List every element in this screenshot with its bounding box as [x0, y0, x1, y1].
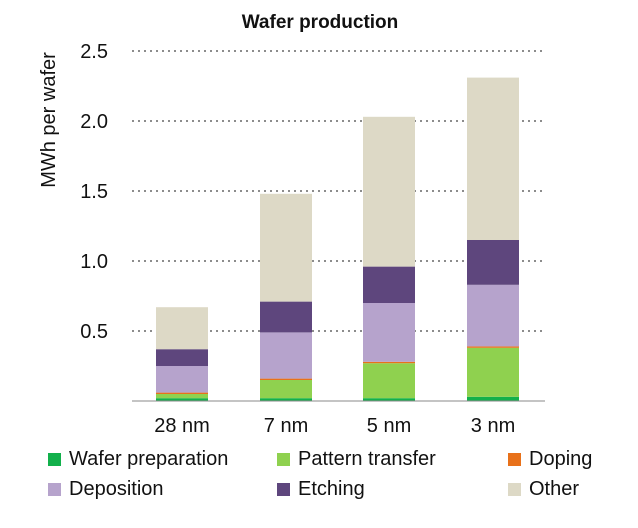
bar-segment-other [363, 116, 415, 267]
x-tick-labels: 28 nm 7 nm 5 nm 3 nm [154, 415, 515, 437]
bar-segment-wafer-preparation [156, 398, 208, 401]
legend-label: Other [529, 478, 580, 500]
bar-segment-doping [467, 346, 519, 348]
y-tick-label: 1.0 [80, 251, 108, 273]
x-tick-label: 3 nm [471, 415, 515, 437]
bar-segment-doping [363, 361, 415, 364]
legend-label: Wafer preparation [69, 448, 229, 470]
y-tick-label: 2.0 [80, 111, 108, 133]
legend-label: Doping [529, 448, 593, 470]
bar-segment-etching [467, 240, 519, 285]
bar-segment-doping [260, 378, 312, 380]
y-tick-labels: 0.5 1.0 1.5 2.0 2.5 [80, 41, 108, 343]
bar-segment-other [260, 193, 312, 302]
y-axis-label: MWh per wafer [38, 52, 60, 188]
legend-item-other: Other [508, 478, 579, 501]
legend: Wafer preparation Pattern transfer Dopin… [0, 440, 638, 520]
bar-segment-pattern-transfer [260, 380, 312, 399]
y-tick-label: 0.5 [80, 321, 108, 343]
legend-item-deposition: Deposition [48, 478, 164, 501]
bar-segment-etching [260, 301, 312, 333]
bar-segment-deposition [467, 284, 519, 347]
x-tick-label: 7 nm [264, 415, 308, 437]
legend-label: Etching [298, 478, 365, 500]
bars [156, 77, 519, 401]
legend-item-wafer-preparation: Wafer preparation [48, 448, 228, 471]
bar-segment-wafer-preparation [467, 396, 519, 401]
legend-item-doping: Doping [508, 448, 592, 471]
bar-segment-other [467, 77, 519, 240]
x-tick-label: 5 nm [367, 415, 411, 437]
bar-segment-etching [363, 266, 415, 303]
legend-swatch [508, 483, 521, 496]
bar-segment-pattern-transfer [363, 363, 415, 399]
y-tick-label: 1.5 [80, 181, 108, 203]
legend-swatch [277, 483, 290, 496]
legend-swatch [48, 453, 61, 466]
bar-segment-deposition [260, 332, 312, 379]
legend-swatch [48, 483, 61, 496]
legend-label: Pattern transfer [298, 448, 436, 470]
bar-segment-deposition [156, 366, 208, 393]
bar-segment-wafer-preparation [260, 398, 312, 401]
legend-label: Deposition [69, 478, 164, 500]
bar-segment-wafer-preparation [363, 398, 415, 401]
bar-segment-deposition [363, 303, 415, 362]
legend-swatch [277, 453, 290, 466]
bar-segment-doping [156, 392, 208, 394]
legend-swatch [508, 453, 521, 466]
legend-item-etching: Etching [277, 478, 365, 501]
x-tick-label: 28 nm [154, 415, 210, 437]
y-tick-label: 2.5 [80, 41, 108, 63]
bar-segment-pattern-transfer [156, 394, 208, 399]
bar-segment-pattern-transfer [467, 347, 519, 397]
bar-segment-other [156, 307, 208, 350]
chart-title: Wafer production [242, 12, 399, 33]
legend-item-pattern-transfer: Pattern transfer [277, 448, 436, 471]
bar-segment-etching [156, 349, 208, 366]
